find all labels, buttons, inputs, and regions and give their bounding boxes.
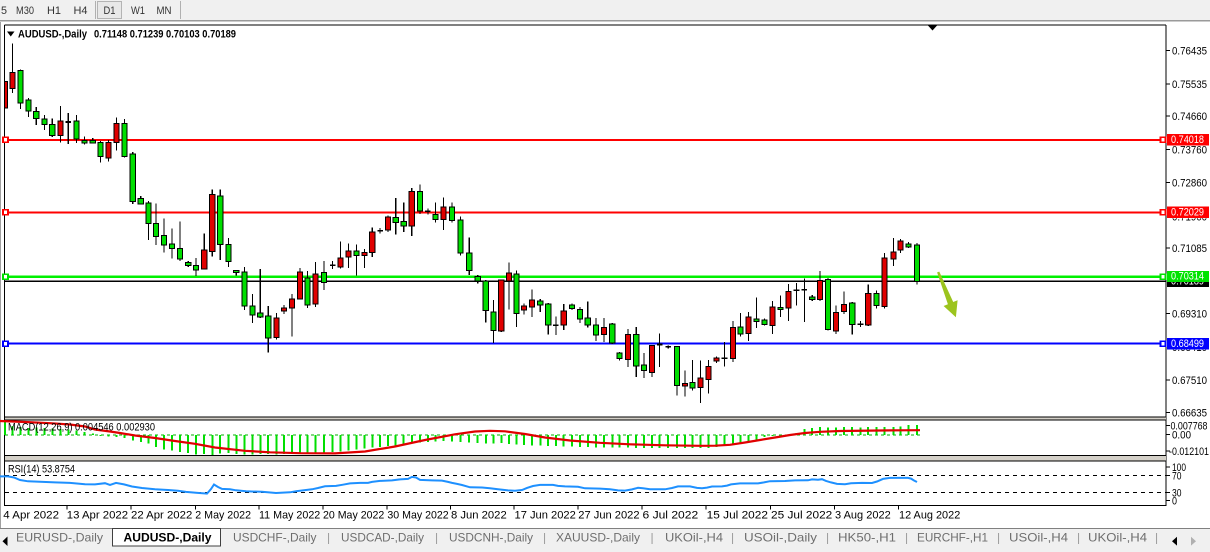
svg-text:0.69310: 0.69310 [1172, 309, 1207, 321]
svg-text:2 May 2022: 2 May 2022 [195, 510, 251, 522]
svg-text:100: 100 [1172, 462, 1186, 474]
svg-text:8 Jun 2022: 8 Jun 2022 [451, 510, 507, 522]
svg-text:USDCNH-,Daily: USDCNH-,Daily [449, 531, 533, 545]
svg-text:70: 70 [1172, 470, 1182, 482]
svg-text:5: 5 [1, 5, 7, 17]
svg-text:25 Jul 2022: 25 Jul 2022 [771, 510, 832, 522]
svg-text:-0.012101: -0.012101 [1169, 446, 1209, 458]
svg-text:|: | [826, 531, 829, 545]
svg-text:H4: H4 [74, 5, 88, 17]
svg-text:EURCHF-,H1: EURCHF-,H1 [917, 531, 988, 545]
svg-text:0.007768: 0.007768 [1171, 421, 1208, 433]
svg-text:D1: D1 [104, 5, 116, 17]
svg-text:17 Jun 2022: 17 Jun 2022 [515, 510, 576, 522]
svg-text:0.71148 0.71239 0.70103 0.7018: 0.71148 0.71239 0.70103 0.70189 [94, 29, 236, 41]
svg-text:USDCAD-,Daily: USDCAD-,Daily [341, 531, 424, 545]
svg-text:|: | [1155, 531, 1158, 545]
svg-text:0.73760: 0.73760 [1172, 144, 1207, 156]
svg-text:11 May 2022: 11 May 2022 [259, 510, 320, 522]
svg-text:3 Aug 2022: 3 Aug 2022 [835, 510, 891, 522]
svg-text:H1: H1 [47, 5, 61, 17]
svg-text:|: | [997, 531, 1000, 545]
svg-text:27 Jun 2022: 27 Jun 2022 [578, 510, 639, 522]
svg-text:0.67510: 0.67510 [1172, 375, 1207, 387]
svg-text:6 Jul 2022: 6 Jul 2022 [643, 510, 699, 522]
svg-text:22 Apr 2022: 22 Apr 2022 [131, 510, 192, 522]
svg-text:20 May 2022: 20 May 2022 [323, 510, 384, 522]
svg-text:|: | [1077, 531, 1080, 545]
svg-text:0.75535: 0.75535 [1172, 79, 1207, 91]
svg-text:MN: MN [157, 5, 172, 17]
svg-text:0.70314: 0.70314 [1171, 270, 1204, 282]
svg-text:0.72860: 0.72860 [1172, 178, 1207, 190]
svg-text:0.74660: 0.74660 [1172, 111, 1207, 123]
svg-text:HK50-,H1: HK50-,H1 [838, 531, 896, 545]
svg-text:AUDUSD-,Daily: AUDUSD-,Daily [124, 531, 212, 545]
svg-text:0.72029: 0.72029 [1171, 207, 1204, 219]
svg-text:12 Aug 2022: 12 Aug 2022 [899, 510, 960, 522]
svg-text:4 Apr 2022: 4 Apr 2022 [3, 510, 59, 522]
svg-text:0.76435: 0.76435 [1172, 46, 1207, 58]
svg-text:M30: M30 [16, 5, 34, 17]
svg-text:30 May 2022: 30 May 2022 [387, 510, 448, 522]
svg-text:|: | [543, 531, 546, 545]
svg-text:13 Apr 2022: 13 Apr 2022 [67, 510, 128, 522]
svg-text:|: | [327, 531, 330, 545]
svg-text:0: 0 [1172, 496, 1177, 508]
svg-text:30: 30 [1172, 487, 1182, 499]
svg-text:15 Jul 2022: 15 Jul 2022 [707, 510, 768, 522]
svg-text:|: | [731, 531, 734, 545]
svg-text:0.68499: 0.68499 [1171, 338, 1204, 350]
svg-text:MACD(12,26,9) 0.004546 0.00293: MACD(12,26,9) 0.004546 0.002930 [8, 422, 155, 434]
svg-text:0.74018: 0.74018 [1171, 134, 1204, 146]
svg-text:|: | [435, 531, 438, 545]
svg-text:|: | [651, 531, 654, 545]
svg-text:USOil-,H4: USOil-,H4 [1009, 531, 1068, 545]
svg-text:0.71085: 0.71085 [1172, 243, 1207, 255]
svg-text:W1: W1 [131, 5, 145, 17]
svg-text:0.00: 0.00 [1172, 429, 1191, 441]
svg-text:0.71960: 0.71960 [1172, 211, 1207, 223]
svg-text:XAUUSD-,Daily: XAUUSD-,Daily [556, 531, 640, 545]
svg-text:0.66635: 0.66635 [1172, 407, 1207, 419]
svg-text:UKOil-,H4: UKOil-,H4 [665, 531, 723, 545]
svg-text:USDCHF-,Daily: USDCHF-,Daily [233, 531, 317, 545]
svg-text:USOil-,Daily: USOil-,Daily [744, 531, 817, 545]
svg-text:EURUSD-,Daily: EURUSD-,Daily [16, 531, 103, 545]
svg-text:|: | [905, 531, 908, 545]
svg-text:AUDUSD-,Daily: AUDUSD-,Daily [18, 29, 88, 41]
svg-text:RSI(14) 53.8754: RSI(14) 53.8754 [8, 464, 75, 476]
svg-text:UKOil-,H4: UKOil-,H4 [1088, 531, 1147, 545]
